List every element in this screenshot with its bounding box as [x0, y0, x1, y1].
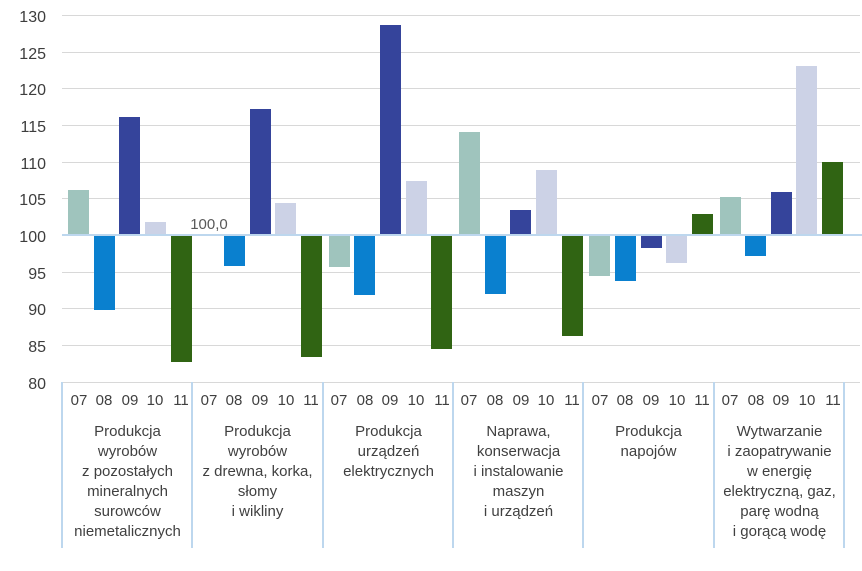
period-label: 08	[95, 392, 113, 409]
gridline	[62, 52, 860, 53]
bar-08-group-1	[94, 235, 115, 310]
bar-10-group-6	[796, 66, 817, 235]
bar-10-group-1	[145, 222, 166, 235]
bar-11-group-6	[822, 162, 843, 235]
period-label: 08	[747, 392, 765, 409]
period-label: 11	[694, 392, 710, 409]
y-tick-label: 110	[20, 156, 46, 173]
gridline	[62, 125, 860, 126]
gridline	[62, 308, 860, 309]
bar-11-group-2	[301, 235, 322, 357]
bar-10-group-2	[275, 203, 296, 235]
gridline	[62, 88, 860, 89]
y-tick-label: 105	[19, 192, 46, 209]
gridline	[62, 382, 860, 383]
period-label: 07	[591, 392, 609, 409]
period-label: 07	[200, 392, 218, 409]
y-tick-label: 80	[28, 376, 46, 393]
period-label: 09	[512, 392, 530, 409]
y-tick-label: 95	[28, 266, 46, 283]
period-label: 08	[616, 392, 634, 409]
bar-09-group-3	[380, 25, 401, 235]
period-label: 08	[225, 392, 243, 409]
baseline-annotation: 100,0	[190, 216, 228, 233]
period-label: 09	[251, 392, 269, 409]
bar-11-group-5	[692, 214, 713, 235]
period-label: 10	[537, 392, 555, 409]
bar-08-group-3	[354, 235, 375, 295]
group-separator	[61, 382, 63, 548]
bar-09-group-5	[641, 235, 662, 248]
y-tick-label: 85	[28, 339, 46, 356]
period-label: 09	[772, 392, 790, 409]
period-label: 08	[486, 392, 504, 409]
bar-09-group-2	[250, 109, 271, 235]
period-label: 11	[303, 392, 319, 409]
bar-09-group-1	[119, 117, 140, 235]
gridline	[62, 272, 860, 273]
period-label: 09	[381, 392, 399, 409]
period-label: 09	[642, 392, 660, 409]
bar-07-group-5	[589, 235, 610, 276]
bar-07-group-3	[329, 235, 350, 267]
bar-08-group-5	[615, 235, 636, 281]
period-label: 10	[277, 392, 295, 409]
group-separator	[452, 382, 454, 548]
period-label: 11	[173, 392, 189, 409]
period-label: 07	[70, 392, 88, 409]
period-label: 07	[721, 392, 739, 409]
bar-10-group-3	[406, 181, 427, 235]
category-label: Produkcja napojów	[615, 423, 682, 460]
period-label: 10	[407, 392, 425, 409]
bar-09-group-6	[771, 192, 792, 235]
category-label: Produkcja wyrobów z pozostałych mineraln…	[74, 423, 181, 540]
bar-10-group-4	[536, 170, 557, 235]
y-tick-label: 130	[19, 9, 46, 26]
group-separator	[713, 382, 715, 548]
category-label: Produkcja urządzeń elektrycznych	[343, 423, 434, 480]
bar-08-group-2	[224, 235, 245, 266]
bar-08-group-4	[485, 235, 506, 294]
period-label: 11	[825, 392, 841, 409]
bar-11-group-4	[562, 235, 583, 336]
period-label: 11	[434, 392, 450, 409]
bar-07-group-4	[459, 132, 480, 235]
y-tick-label: 120	[19, 82, 46, 99]
group-separator	[582, 382, 584, 548]
period-label: 07	[330, 392, 348, 409]
bar-11-group-3	[431, 235, 452, 349]
period-label: 09	[121, 392, 139, 409]
category-label: Naprawa, konserwacja i instalowanie masz…	[473, 423, 564, 520]
y-tick-label: 125	[19, 46, 46, 63]
baseline-100	[62, 234, 862, 236]
y-tick-label: 90	[28, 302, 46, 319]
category-label: Produkcja wyrobów z drewna, korka, słomy…	[202, 423, 313, 520]
period-label: 10	[798, 392, 816, 409]
group-separator	[191, 382, 193, 548]
period-label: 10	[668, 392, 686, 409]
period-label: 08	[356, 392, 374, 409]
y-tick-label: 100	[19, 229, 46, 246]
period-label: 10	[146, 392, 164, 409]
period-label: 11	[564, 392, 580, 409]
category-label: Wytwarzanie i zaopatrywanie w energię el…	[723, 423, 836, 540]
bar-10-group-5	[666, 235, 687, 263]
y-tick-label: 115	[20, 119, 46, 136]
bar-09-group-4	[510, 210, 531, 235]
gridline	[62, 15, 860, 16]
bar-08-group-6	[745, 235, 766, 256]
period-label: 07	[460, 392, 478, 409]
group-separator	[843, 382, 845, 548]
gridline	[62, 345, 860, 346]
bar-07-group-1	[68, 190, 89, 235]
bar-11-group-1	[171, 235, 192, 362]
bar-07-group-6	[720, 197, 741, 235]
group-separator	[322, 382, 324, 548]
